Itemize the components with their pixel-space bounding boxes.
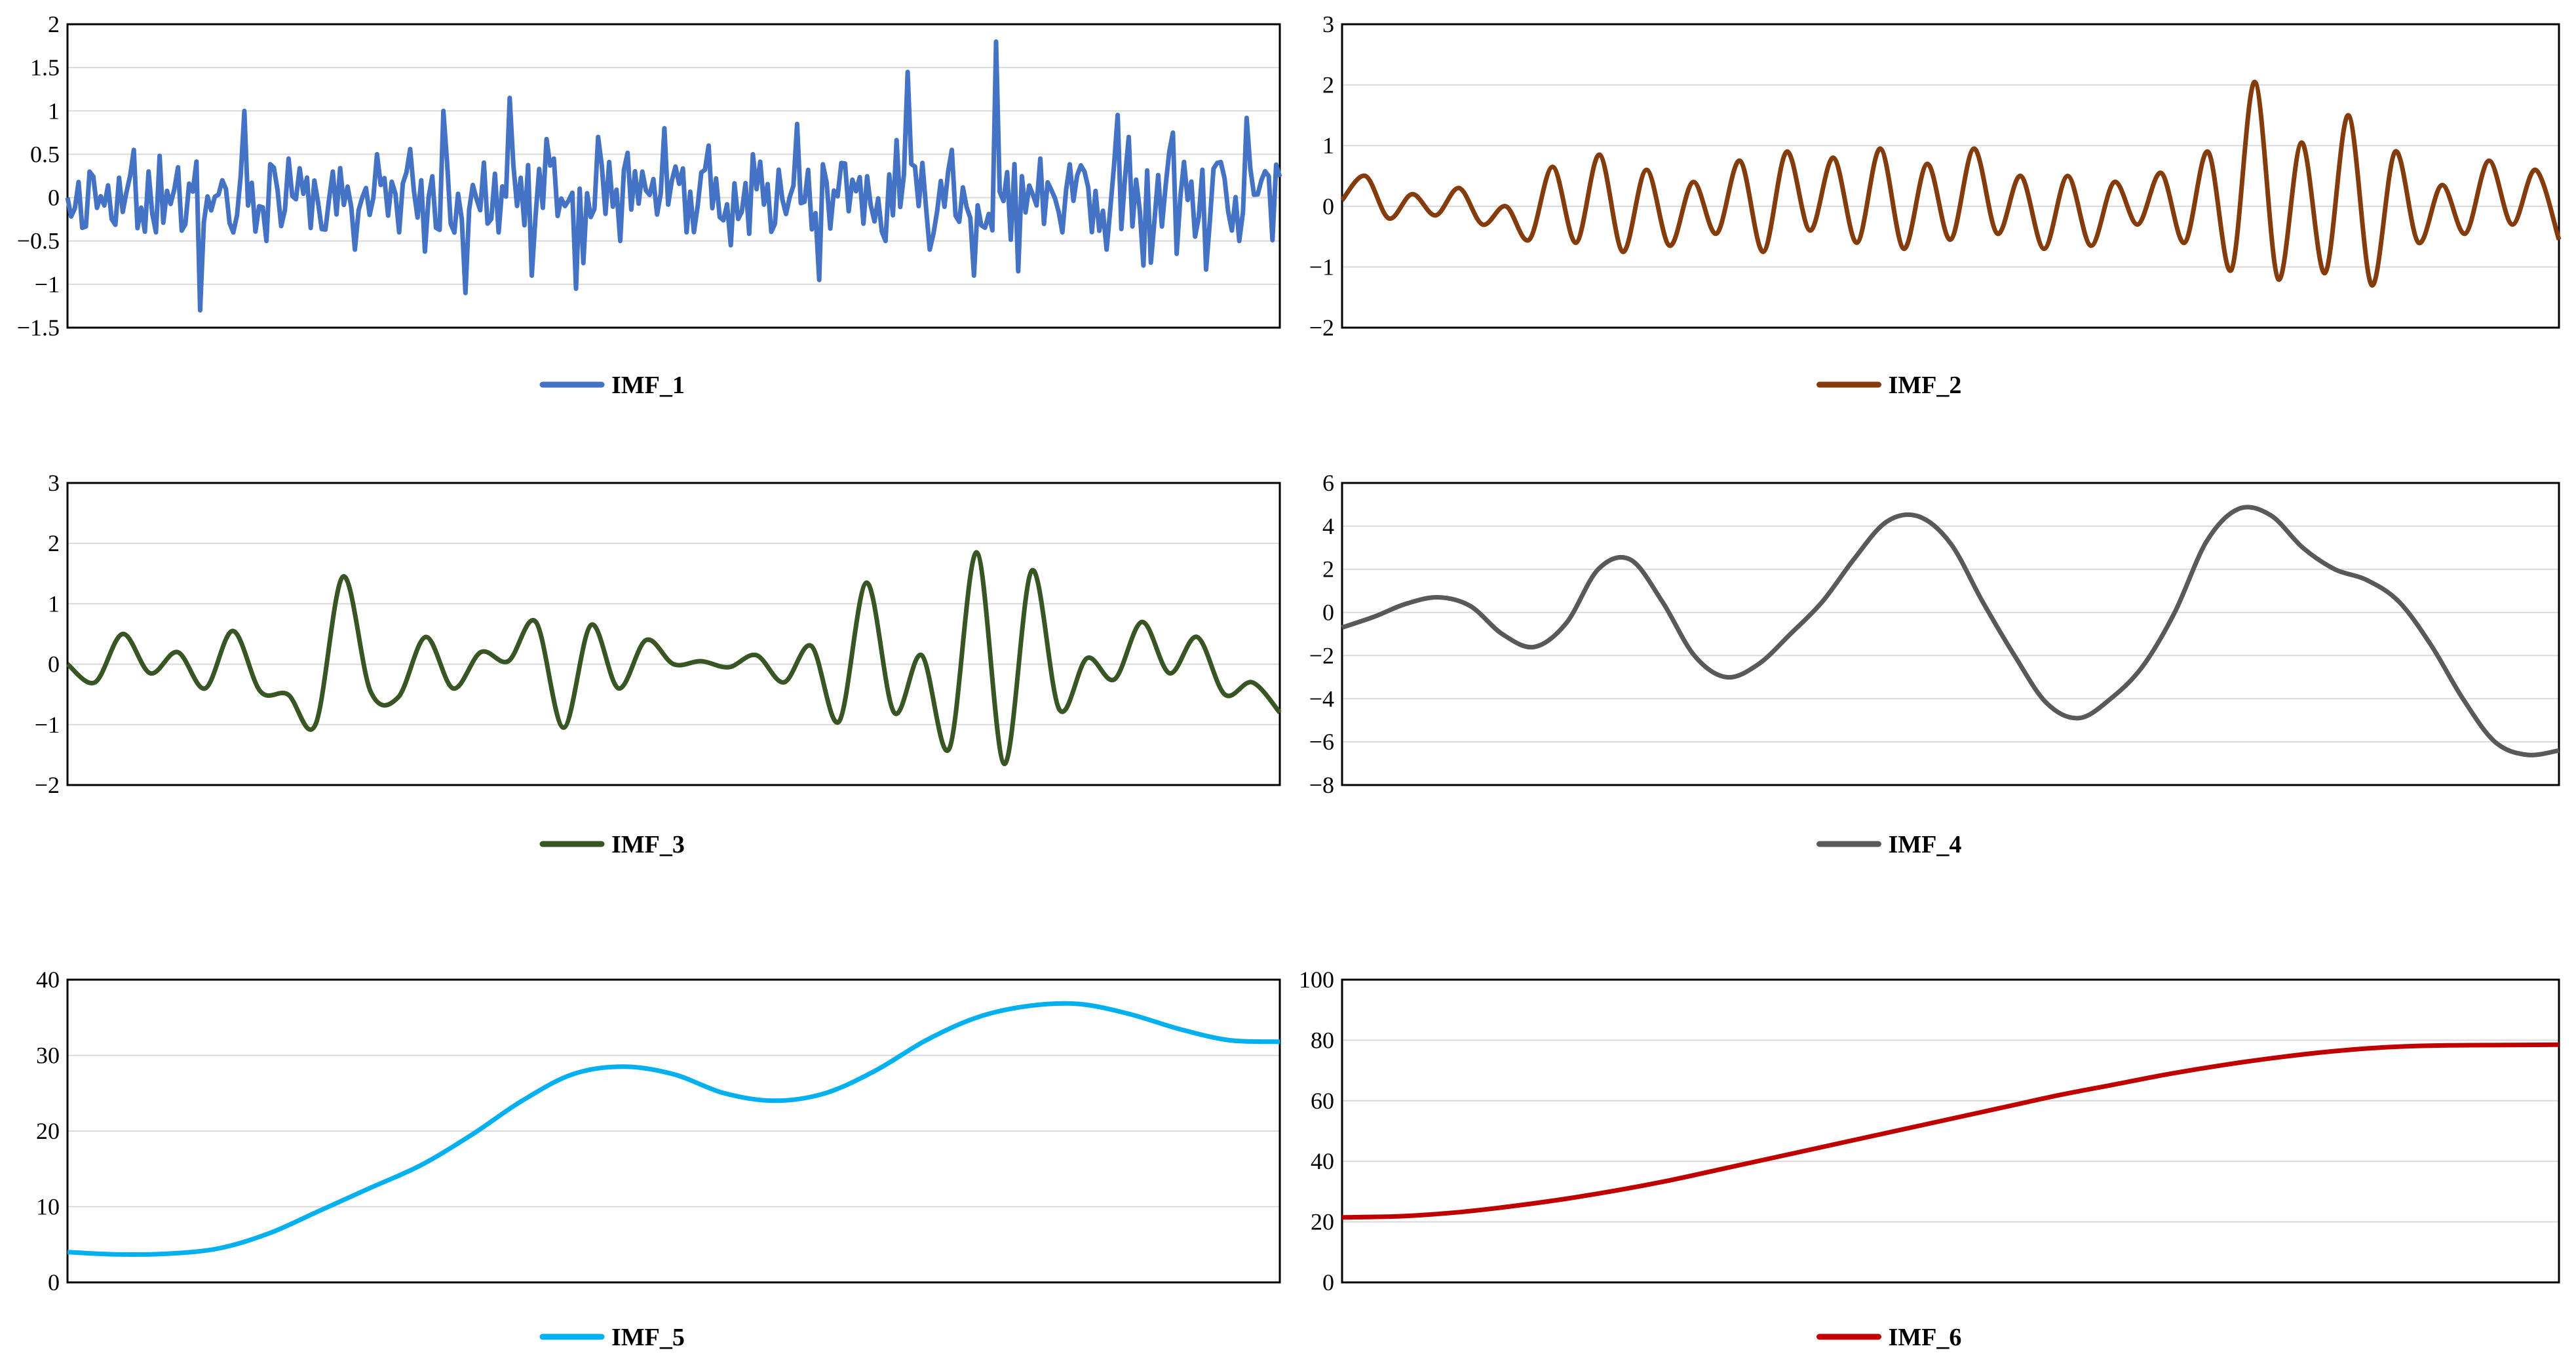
- chart-panel-3: −2 −1 0 1 2 3 IMF_3: [35, 470, 1282, 858]
- y-tick-label: 0: [48, 651, 60, 678]
- y-tick-label: 40: [36, 967, 60, 993]
- legend-label: IMF_4: [1889, 831, 1962, 858]
- y-tick-label: 10: [36, 1194, 60, 1220]
- plot-frame: [66, 482, 1281, 786]
- series-line-IMF_5: [67, 1001, 1280, 1257]
- chart-panel-4: −8 −6 −4 −2 0 2 4 6 IMF_4: [1309, 470, 2560, 858]
- y-tick-label: −8: [1309, 772, 1334, 798]
- legend-label: IMF_6: [1889, 1324, 1962, 1351]
- y-tick-label: 1: [48, 590, 60, 617]
- series-line-IMF_6: [1341, 1042, 2560, 1220]
- y-tick-label: 1.5: [30, 54, 60, 81]
- y-tick-label: 40: [1311, 1148, 1334, 1174]
- y-tick-label: 80: [1311, 1027, 1334, 1053]
- y-tick-label: 2: [48, 530, 60, 556]
- y-tick-label: 3: [48, 470, 60, 496]
- y-tick-label: −1: [1309, 254, 1334, 280]
- y-tick-label: 6: [1322, 470, 1334, 496]
- y-tick-label: 20: [1311, 1209, 1334, 1235]
- y-tick-label: −6: [1309, 729, 1334, 755]
- series-line-IMF_3: [66, 550, 1282, 767]
- y-tick-label: −2: [1309, 315, 1334, 341]
- plot-frame: [1341, 978, 2560, 1284]
- series-line-IMF_1: [65, 39, 1282, 313]
- y-tick-label: 3: [1322, 11, 1334, 37]
- legend-label: IMF_3: [611, 831, 685, 858]
- series-line-IMF_4: [1341, 505, 2560, 758]
- plot-frame: [1341, 482, 2560, 786]
- y-tick-label: 2: [1322, 556, 1334, 583]
- y-tick-label: 0: [1322, 600, 1334, 626]
- y-tick-label: 1: [48, 98, 60, 124]
- plot-frame: [1341, 23, 2560, 329]
- y-tick-label: 0.5: [30, 141, 60, 167]
- y-tick-label: 2: [1322, 72, 1334, 98]
- y-tick-label: −1.5: [17, 315, 60, 341]
- y-tick-label: 2: [48, 11, 60, 37]
- y-tick-label: −0.5: [17, 228, 60, 254]
- series-line-IMF_2: [1340, 79, 2562, 288]
- chart-panel-6: 0 20 40 60 80 100 IMF_6: [1299, 967, 2560, 1351]
- y-tick-label: 0: [48, 1269, 60, 1296]
- y-tick-label: 0: [48, 185, 60, 211]
- plot-frame: [66, 978, 1281, 1284]
- y-tick-label: 4: [1322, 513, 1334, 539]
- y-tick-label: 0: [1322, 1269, 1334, 1296]
- legend-label: IMF_2: [1889, 372, 1962, 399]
- y-tick-label: −2: [35, 772, 60, 798]
- y-tick-label: 20: [36, 1118, 60, 1144]
- y-tick-label: 30: [36, 1043, 60, 1069]
- y-tick-label: 1: [1322, 132, 1334, 159]
- y-tick-label: 0: [1322, 193, 1334, 220]
- y-tick-label: 100: [1299, 967, 1334, 993]
- legend-label: IMF_1: [611, 372, 685, 399]
- y-tick-label: −1: [35, 271, 60, 298]
- y-tick-label: −1: [35, 712, 60, 738]
- chart-panel-1: −1.5 −1 −0.5 0 0.5 1 1.5 2 IMF_1: [17, 11, 1282, 399]
- legend-label: IMF_5: [611, 1324, 685, 1351]
- y-tick-label: −2: [1309, 642, 1334, 668]
- y-tick-label: −4: [1309, 685, 1334, 712]
- chart-panel-5: 0 10 20 30 40 IMF_5: [36, 967, 1281, 1351]
- y-tick-label: 60: [1311, 1088, 1334, 1114]
- chart-panel-2: −2 −1 0 1 2 3 IMF_2: [1309, 11, 2562, 399]
